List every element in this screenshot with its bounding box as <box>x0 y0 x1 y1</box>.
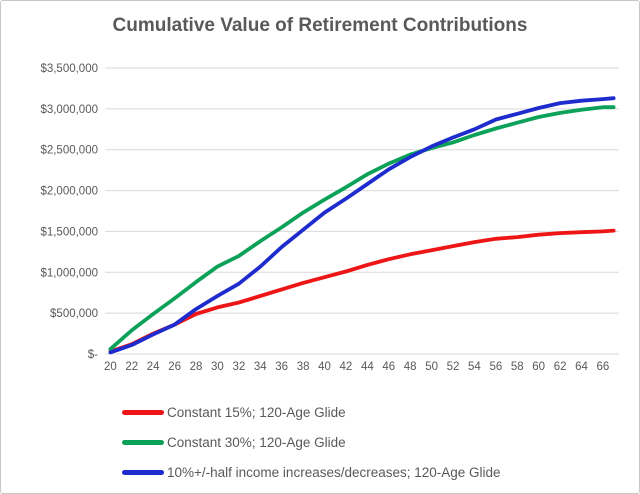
x-tick-label: 30 <box>211 361 224 373</box>
x-tick-label: 42 <box>340 361 353 373</box>
y-tick-label: $2,500,000 <box>40 145 98 157</box>
x-tick-label: 48 <box>404 361 417 373</box>
x-tick-label: 28 <box>190 361 203 373</box>
legend-line-swatch-icon <box>122 439 164 445</box>
x-tick-label: 32 <box>232 361 245 373</box>
x-tick-label: 24 <box>147 361 160 373</box>
legend-item: 10%+/-half income increases/decreases; 1… <box>122 457 501 487</box>
legend-item: Constant 30%; 120-Age Glide <box>122 427 501 457</box>
legend-line-swatch-icon <box>122 409 164 415</box>
x-tick-label: 52 <box>447 361 460 373</box>
x-tick-label: 44 <box>361 361 374 373</box>
x-tick-label: 64 <box>575 361 588 373</box>
x-tick-label: 22 <box>125 361 138 373</box>
x-tick-label: 38 <box>297 361 310 373</box>
series-line <box>108 105 616 352</box>
y-tick-label: $3,500,000 <box>40 63 98 75</box>
series-line <box>108 228 616 354</box>
y-tick-label: $- <box>88 349 98 361</box>
y-tick-label: $1,500,000 <box>40 226 98 238</box>
y-tick-label: $2,000,000 <box>40 186 98 198</box>
x-tick-label: 20 <box>104 361 117 373</box>
x-tick-label: 62 <box>554 361 567 373</box>
x-tick-label: 60 <box>532 361 545 373</box>
legend-item: Constant 15%; 120-Age Glide <box>122 397 501 427</box>
y-tick-label: $1,000,000 <box>40 267 98 279</box>
x-tick-label: 40 <box>318 361 331 373</box>
x-tick-label: 50 <box>425 361 438 373</box>
legend-line-swatch-icon <box>122 469 164 475</box>
x-tick-label: 66 <box>597 361 610 373</box>
chart-title: Cumulative Value of Retirement Contribut… <box>112 15 528 36</box>
plot-area: $- $500,000 $1,000,000 $1,500,000 $2,000,000… <box>40 63 619 373</box>
legend-label: Constant 30%; 120-Age Glide <box>167 434 346 450</box>
y-tick-label: $500,000 <box>50 308 98 320</box>
x-tick-label: 46 <box>382 361 395 373</box>
legend-label: 10%+/-half income increases/decreases; 1… <box>167 464 501 480</box>
x-tick-label: 26 <box>168 361 181 373</box>
x-tick-label: 54 <box>468 361 481 373</box>
series-line <box>108 96 616 355</box>
chart-legend: Constant 15%; 120-Age Glide Constant 30%;… <box>122 397 501 487</box>
x-tick-label: 58 <box>511 361 524 373</box>
y-tick-label: $3,000,000 <box>40 104 98 116</box>
x-tick-label: 56 <box>489 361 502 373</box>
x-tick-label: 36 <box>275 361 288 373</box>
x-tick-label: 34 <box>254 361 267 373</box>
legend-label: Constant 15%; 120-Age Glide <box>167 404 346 420</box>
